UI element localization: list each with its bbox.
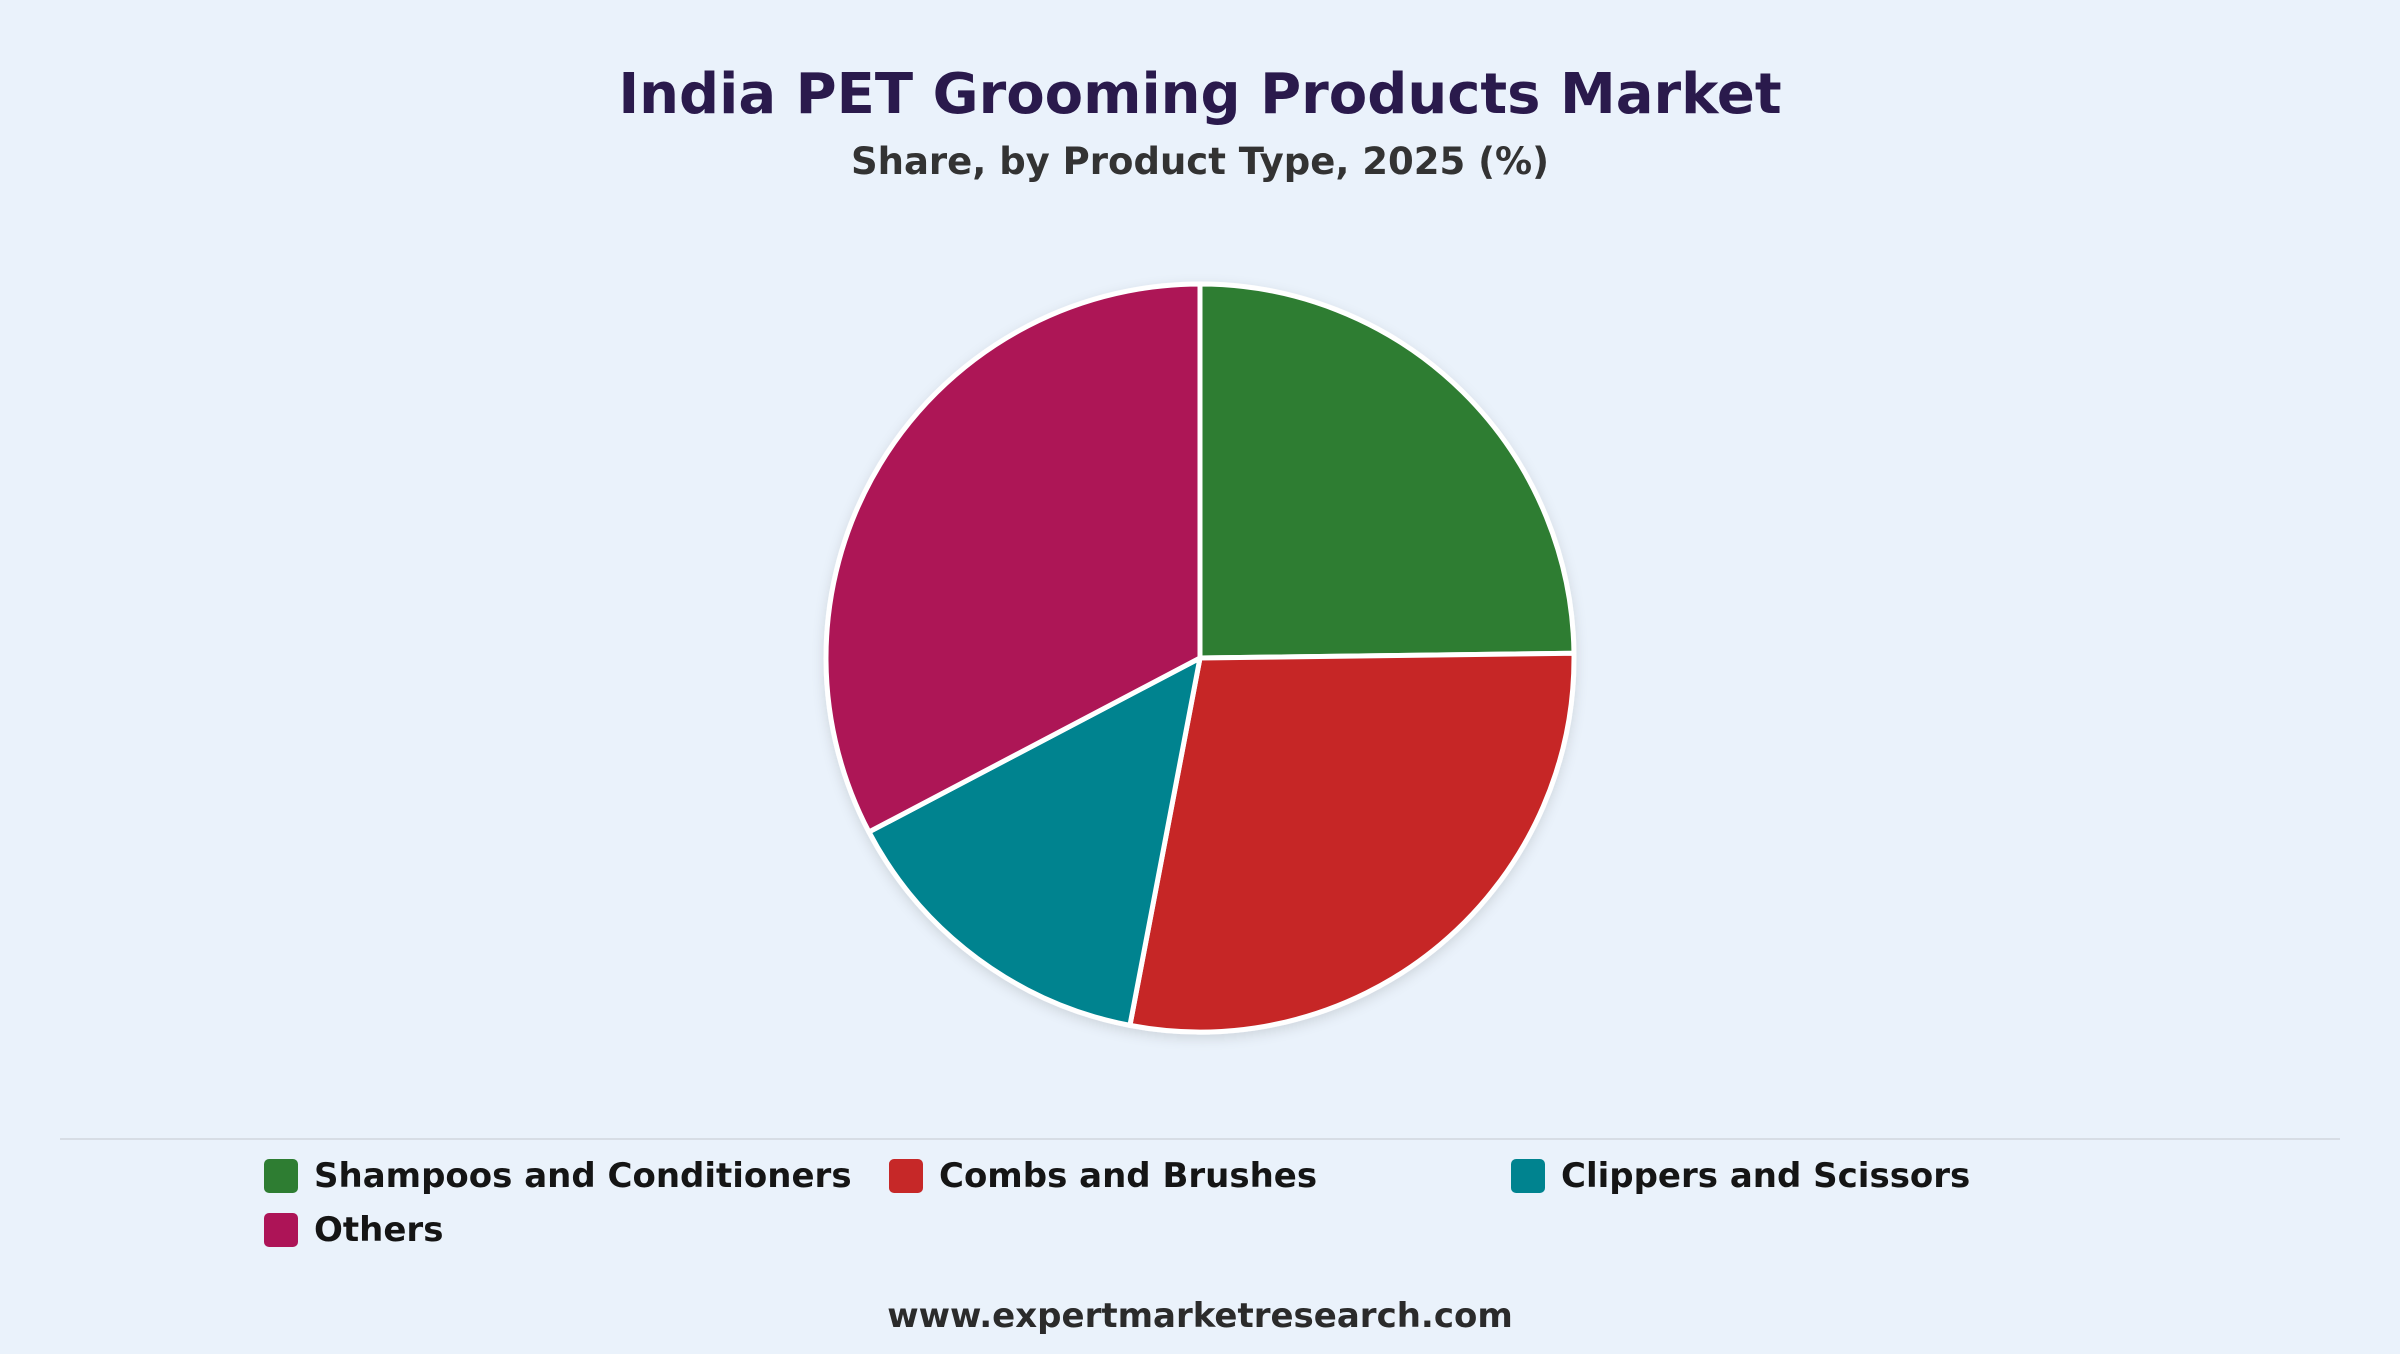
chart-title: India PET Grooming Products Market [618, 62, 1782, 127]
pie-slices [823, 281, 1577, 1035]
pie-slice-combs-and-brushes[interactable] [1127, 650, 1577, 1035]
legend-label: Clippers and Scissors [1561, 1156, 1971, 1196]
legend-swatch [889, 1159, 923, 1193]
legend-label: Combs and Brushes [939, 1156, 1318, 1196]
chart-subtitle: Share, by Product Type, 2025 (%) [850, 140, 1550, 183]
pie-slice-clippers-and-scissors[interactable] [866, 655, 1203, 1028]
source-footer: www.expertmarketresearch.com [887, 1296, 1513, 1336]
legend-divider [60, 1138, 2340, 1140]
pie-slice-shampoos-and-conditioners[interactable] [1197, 281, 1577, 661]
pie-slice-others[interactable] [823, 281, 1203, 835]
legend-label: Others [314, 1210, 444, 1250]
legend-swatch [264, 1213, 298, 1247]
legend-swatch [264, 1159, 298, 1193]
legend-item-shampoos-and-conditioners[interactable]: Shampoos and Conditioners [264, 1150, 852, 1202]
legend-item-clippers-and-scissors[interactable]: Clippers and Scissors [1511, 1150, 1970, 1202]
legend-swatch [1511, 1159, 1545, 1193]
legend-item-combs-and-brushes[interactable]: Combs and Brushes [889, 1150, 1317, 1202]
legend-label: Shampoos and Conditioners [314, 1156, 852, 1196]
legend-item-others[interactable]: Others [264, 1204, 443, 1256]
